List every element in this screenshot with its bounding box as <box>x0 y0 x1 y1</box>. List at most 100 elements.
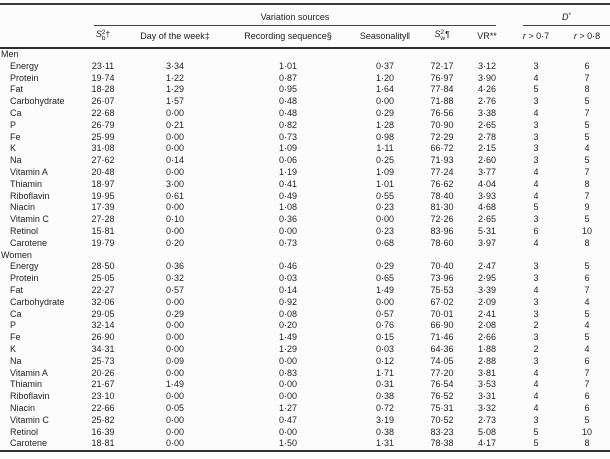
value-cell: 77·20 <box>430 367 454 378</box>
value-cell: 1·71 <box>375 367 394 378</box>
value-cell: 1·20 <box>375 72 394 83</box>
s2b-letter: S <box>95 29 102 39</box>
col-header-recording-sequence: Recording sequence§ <box>224 26 352 49</box>
value-cell: 0·37 <box>375 60 394 71</box>
value-cell: 0·12 <box>375 355 394 366</box>
value-cell: 0·29 <box>375 107 394 118</box>
value-cell: 0·00 <box>165 391 184 402</box>
value-cell: 28·50 <box>91 261 115 272</box>
value-cell: 18·97 <box>91 178 115 189</box>
value-cell: 3·32 <box>477 402 496 413</box>
nutrient-cell: Niacin <box>10 402 36 413</box>
value-cell: 2·47 <box>477 261 496 272</box>
value-cell: 3·00 <box>165 178 184 189</box>
value-cell: 2 <box>533 343 539 354</box>
nutrient-cell: Thiamin <box>10 178 43 189</box>
value-cell: 4·68 <box>477 202 496 213</box>
value-cell: 1·27 <box>278 402 297 413</box>
value-cell: 2·73 <box>477 414 496 425</box>
value-cell: 8 <box>584 438 590 449</box>
value-cell: 0·00 <box>165 131 184 142</box>
table-row: P 26·79 0·21 0·82 1·28 70·90 2·65 3 5 <box>0 120 610 132</box>
col-header-seasonality: Seasonality‖ <box>352 26 418 49</box>
section-label: Men <box>1 49 19 59</box>
col-header-day-of-week: Day of the week‡ <box>126 26 224 49</box>
value-cell: 78·38 <box>430 438 454 449</box>
value-cell: 0·57 <box>375 308 394 319</box>
value-cell: 4 <box>533 166 539 177</box>
nutrient-cell: Carotene <box>10 438 48 449</box>
value-cell: 0·31 <box>375 379 394 390</box>
value-cell: 0·38 <box>375 391 394 402</box>
value-cell: 10 <box>581 225 592 236</box>
value-cell: 4 <box>533 72 539 83</box>
value-cell: 0·48 <box>278 96 297 107</box>
value-cell: 0·73 <box>278 131 297 142</box>
value-cell: 1·49 <box>278 332 297 343</box>
value-cell: 1·50 <box>278 438 297 449</box>
value-cell: 67·02 <box>430 296 454 307</box>
value-cell: 78·60 <box>430 237 454 248</box>
value-cell: 0·10 <box>165 214 184 225</box>
value-cell: 4 <box>533 379 539 390</box>
value-cell: 27·62 <box>91 155 115 166</box>
value-cell: 0·00 <box>375 296 394 307</box>
value-cell: 0·03 <box>375 343 394 354</box>
value-cell: 7 <box>584 190 590 201</box>
value-cell: 0·00 <box>165 296 184 307</box>
table-row: Energy 28·50 0·36 0·46 0·29 70·40 2·47 3 5 <box>0 261 610 273</box>
value-cell: 77·84 <box>430 84 454 95</box>
table-row: Energy 23·11 3·34 1·01 0·37 72·17 3·12 3 6 <box>0 61 610 73</box>
nutrient-cell: Na <box>10 355 22 366</box>
value-cell: 3·97 <box>477 237 496 248</box>
value-cell: 2·60 <box>477 155 496 166</box>
value-cell: 0·25 <box>375 155 394 166</box>
nutrient-cell: Vitamin C <box>10 414 49 425</box>
value-cell: 3 <box>533 155 539 166</box>
value-cell: 1·19 <box>278 166 297 177</box>
spanner-blank-cell <box>0 4 80 26</box>
value-cell: 72·29 <box>430 131 454 142</box>
value-cell: 25·99 <box>91 131 115 142</box>
value-cell: 10 <box>581 426 592 437</box>
value-cell: 6 <box>584 273 590 284</box>
nutrient-cell: Riboflavin <box>10 190 50 201</box>
table-row: Fe 26·90 0·00 1·49 0·15 71·46 2·66 3 5 <box>0 332 610 344</box>
value-cell: 6 <box>584 402 590 413</box>
nutrient-cell: Energy <box>10 60 39 71</box>
value-cell: 2·65 <box>477 119 496 130</box>
value-cell: 5 <box>533 202 539 213</box>
value-cell: 0·00 <box>165 367 184 378</box>
value-cell: 5 <box>584 414 590 425</box>
nutrient-cell: Niacin <box>10 202 36 213</box>
empty-header-cell <box>0 26 80 49</box>
value-cell: 2·88 <box>477 355 496 366</box>
nutrient-cell: Fe <box>10 131 21 142</box>
value-cell: 20·26 <box>91 367 115 378</box>
value-cell: 0·32 <box>165 273 184 284</box>
value-cell: 3 <box>533 96 539 107</box>
value-cell: 3·77 <box>477 166 496 177</box>
value-cell: 64·36 <box>430 343 454 354</box>
table-row: Riboflavin 19·95 0·61 0·49 0·55 78·40 3·93 4 7 <box>0 191 610 203</box>
value-cell: 16·39 <box>91 426 115 437</box>
value-cell: 0·06 <box>278 155 297 166</box>
value-cell: 0·00 <box>278 225 297 236</box>
value-cell: 0·00 <box>375 96 394 107</box>
value-cell: 3 <box>533 308 539 319</box>
value-cell: 25·73 <box>91 355 115 366</box>
value-cell: 4 <box>584 320 590 331</box>
value-cell: 34·31 <box>91 343 115 354</box>
value-cell: 70·90 <box>430 119 454 130</box>
value-cell: 19·74 <box>91 72 115 83</box>
value-cell: 0·09 <box>165 355 184 366</box>
value-cell: 0·03 <box>278 273 297 284</box>
value-cell: 1·09 <box>375 166 394 177</box>
value-cell: 4 <box>533 402 539 413</box>
value-cell: 9 <box>584 202 590 213</box>
value-cell: 4 <box>533 237 539 248</box>
nutrient-cell: Na <box>10 155 22 166</box>
